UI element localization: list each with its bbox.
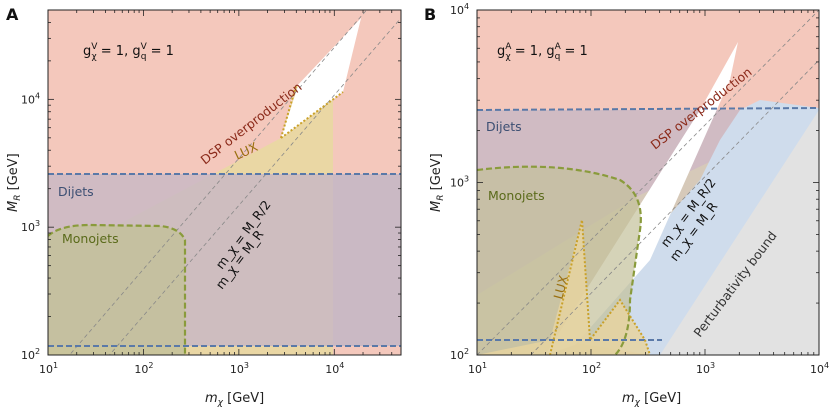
- monojets-label-a: Monojets: [62, 231, 119, 246]
- x-tick-label: 102: [134, 361, 153, 376]
- panel-label-b: B: [424, 5, 436, 24]
- axes-frame-a: [47, 9, 402, 356]
- x-tick-label: 103: [696, 361, 715, 376]
- x-axis-label-b: mχ [GeV]: [622, 391, 681, 408]
- coupling-label-b: gA χ = 1, gA q = 1: [497, 42, 588, 62]
- monojets-boundary-b: [477, 165, 642, 355]
- x-axis-label-a: mχ [GeV]: [205, 391, 264, 408]
- monojets-region: [48, 225, 185, 355]
- lux-boundary: [280, 85, 297, 139]
- lux-label-b: LUX: [550, 273, 571, 301]
- x-tick-label: 102: [582, 361, 601, 376]
- y-tick-label: 104: [450, 2, 469, 17]
- x-tick-label: 101: [468, 361, 487, 376]
- panel-label-a: A: [6, 5, 19, 24]
- monojets-boundary: [48, 223, 187, 355]
- y-tick-label: 103: [21, 219, 40, 234]
- panel-b: [477, 10, 819, 355]
- y-tick-label: 104: [21, 91, 40, 106]
- x-tick-label: 104: [810, 361, 829, 376]
- coupling-label-a: gV χ = 1, gV q = 1: [83, 42, 174, 62]
- monojets-region-b: [477, 166, 641, 355]
- line-half: [108, 17, 401, 355]
- y-tick-label: 102: [450, 347, 469, 362]
- x-tick-label: 104: [325, 361, 344, 376]
- dijets-label-b: Dijets: [486, 119, 522, 134]
- dijets-label-a: Dijets: [58, 184, 94, 199]
- monojets-label-b: Monojets: [488, 188, 545, 203]
- y-axis-label-b: MR [GeV]: [429, 153, 446, 212]
- x-tick-label: 103: [230, 361, 249, 376]
- y-tick-label: 103: [450, 175, 469, 190]
- perturb-region: [660, 110, 819, 355]
- x-tick-label: 101: [39, 361, 58, 376]
- line-equal: [68, 10, 368, 355]
- y-tick-label: 102: [21, 347, 40, 362]
- lux-boundary-b: [549, 219, 651, 355]
- dijets-boundary-b: [477, 107, 819, 111]
- lux-region-b: [477, 220, 650, 355]
- y-axis-label-a: MR [GeV]: [6, 153, 23, 212]
- panel-a: [48, 10, 401, 355]
